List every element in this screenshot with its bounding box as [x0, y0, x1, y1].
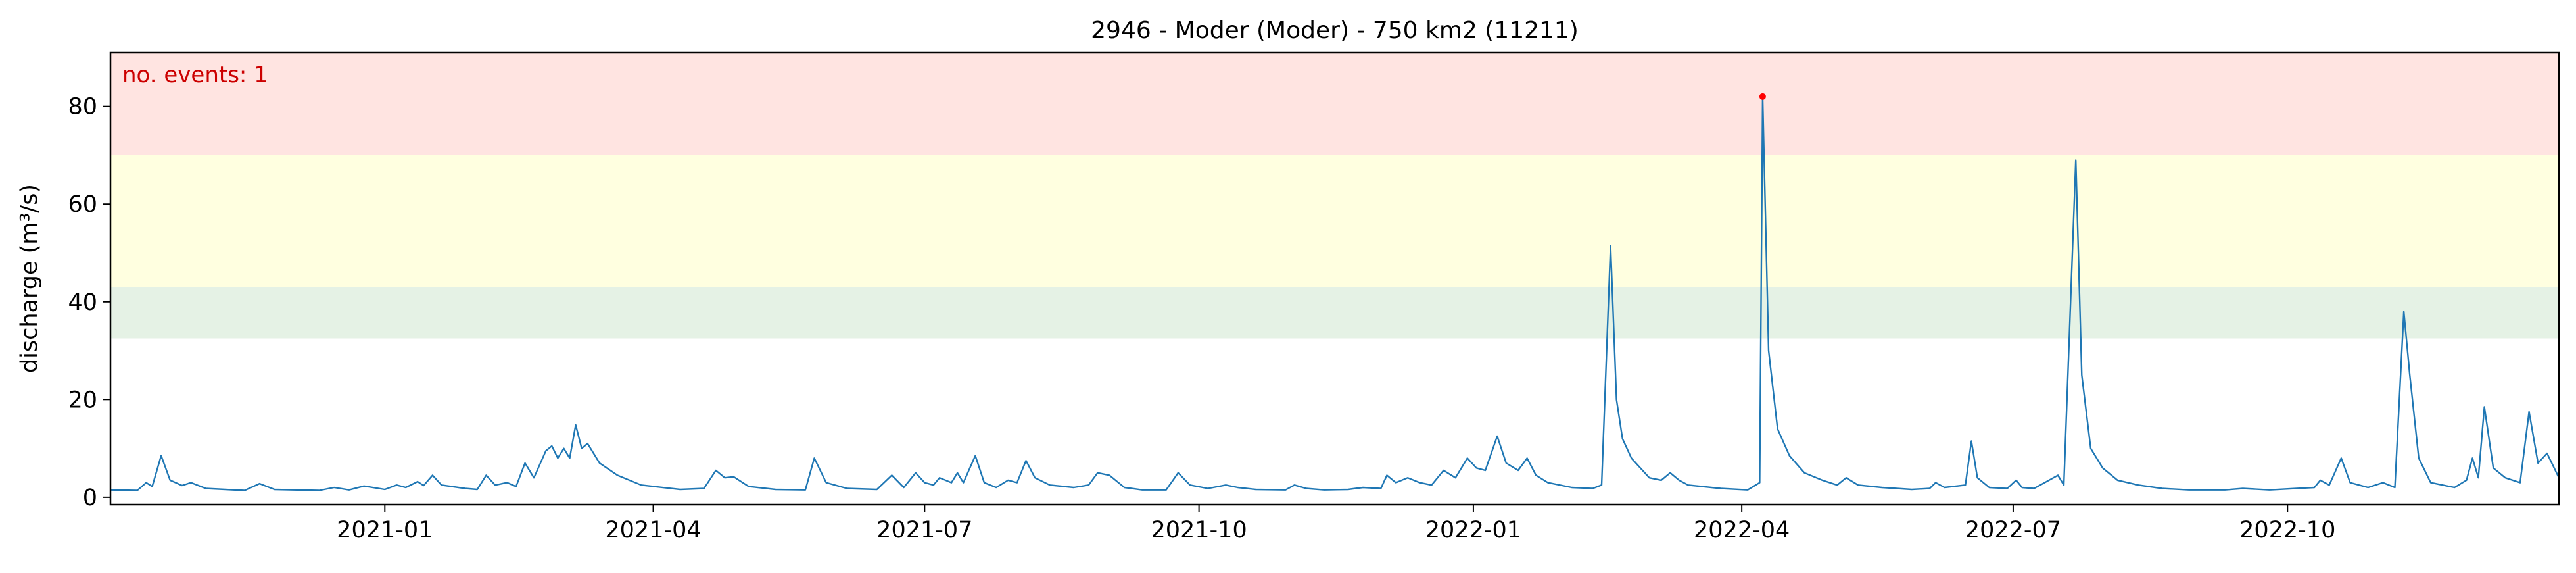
x-tick-label: 2022-07 [1965, 517, 2061, 543]
x-tick-label: 2021-10 [1151, 517, 1247, 543]
series-line-discharge [110, 95, 2560, 491]
x-tick-label: 2022-10 [2239, 517, 2335, 543]
x-tick-label: 2021-04 [605, 517, 701, 543]
y-tick-label: 60 [68, 191, 97, 218]
event-point [1759, 93, 1766, 100]
band-yellow [110, 155, 2559, 287]
threshold-bands [110, 53, 2559, 339]
band-red [110, 53, 2559, 155]
y-axis-label: discharge (m³/s) [16, 184, 43, 373]
y-axis: 0 20 40 60 80 [68, 94, 110, 511]
events-annotation: no. events: 1 [122, 62, 268, 88]
y-tick-label: 40 [68, 289, 97, 316]
x-tick-label: 2021-01 [337, 517, 433, 543]
x-axis: 2021-01 2021-04 2021-07 2021-10 2022-01 2022-… [337, 505, 2335, 543]
event-points-layer [1759, 93, 1766, 100]
band-green [110, 287, 2559, 339]
x-tick-label: 2022-04 [1694, 517, 1790, 543]
y-tick-label: 0 [83, 485, 97, 511]
plot-area-frame [109, 51, 2560, 506]
chart-title: 2946 - Moder (Moder) - 750 km2 (11211) [1091, 17, 1579, 44]
y-tick-label: 80 [68, 94, 97, 120]
series-layer [110, 95, 2560, 491]
y-tick-label: 20 [68, 387, 97, 413]
x-tick-label: 2022-01 [1425, 517, 1521, 543]
x-tick-label: 2021-07 [876, 517, 972, 543]
